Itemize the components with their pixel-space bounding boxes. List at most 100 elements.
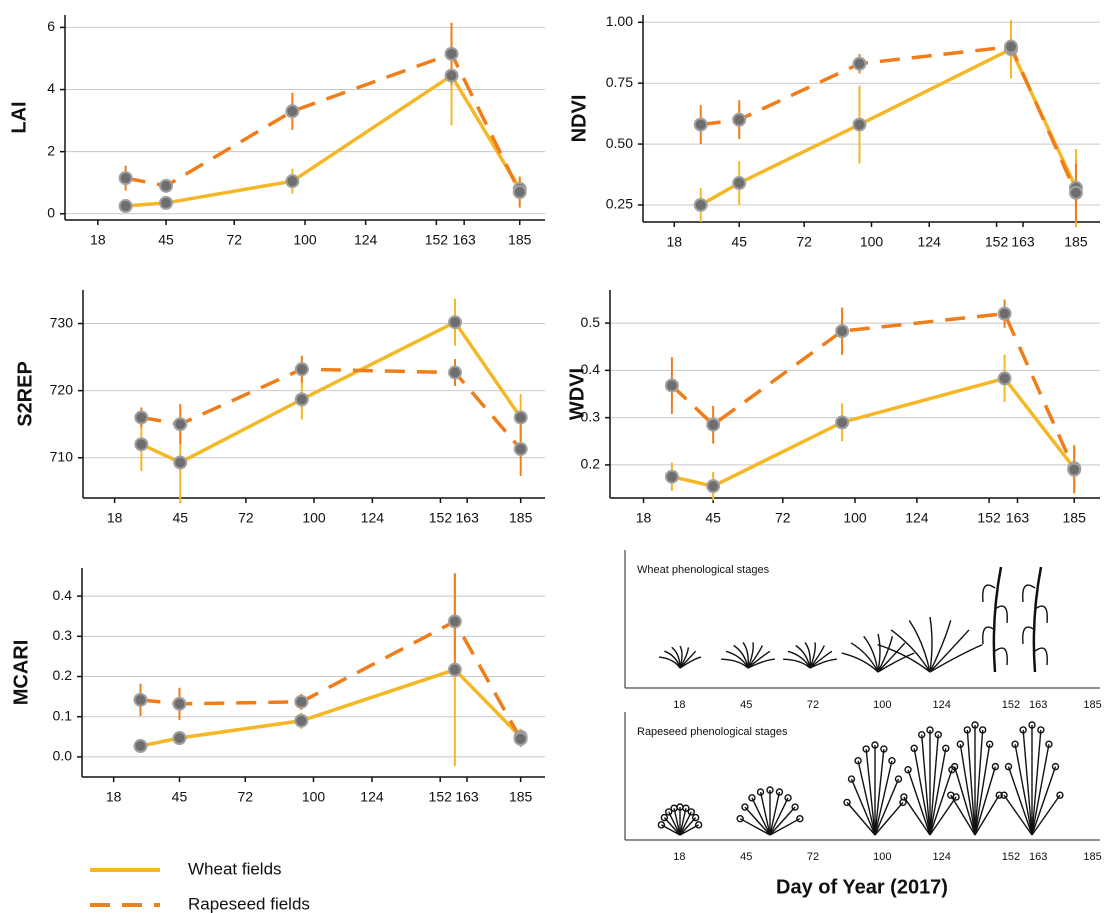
branch [1007,766,1033,836]
x-tick-label: 18 [636,510,652,526]
flower [1000,791,1008,799]
branch [929,769,953,836]
branch [929,748,947,836]
data-point [693,117,708,132]
data-point [134,410,149,425]
flower [978,726,987,734]
data-point [1004,39,1019,54]
y-tick-label: 710 [50,448,74,464]
flower [756,788,765,796]
data-point [172,696,187,711]
leaf [890,629,931,673]
flower [995,791,1003,799]
data-point [513,442,528,457]
x-tick-label: 185 [1083,699,1101,711]
leaf [809,658,837,669]
data-point [664,469,679,484]
data-point [997,371,1012,386]
branch [929,796,957,836]
series-line [140,667,522,748]
y-axis-title: NDVI [568,95,590,143]
data-point [444,68,459,83]
flower [791,803,799,811]
flower [956,740,965,748]
branch [1031,794,1061,836]
x-tick-label: 163 [452,232,476,248]
leaf [994,647,1008,666]
x-tick-label: 18 [107,510,123,526]
flower [687,808,695,816]
y-tick-label: 4 [47,80,55,96]
flower [888,757,896,765]
flower [926,726,934,734]
x-tick-label: 163 [1006,510,1030,526]
panel-title: Wheat phenological stages [637,564,770,576]
leaf [1022,584,1036,603]
flower [894,775,903,783]
leaf [1022,626,1036,645]
leaf [877,652,915,673]
y-tick-label: 0.4 [53,587,73,603]
x-tick-label: 152 [1002,699,1020,711]
data-point [159,195,174,210]
data-point [664,378,679,393]
data-point [732,112,747,127]
branch [769,818,801,836]
branch [751,797,771,836]
y-tick-label: 0 [47,204,55,220]
branch [903,796,931,836]
branch [744,806,771,836]
leaf [877,643,931,673]
data-point [294,392,309,407]
leaf [877,642,906,673]
x-tick-label: 100 [873,851,891,863]
leaf [747,658,775,669]
leaf [783,658,811,669]
leaf [982,626,996,645]
branch [1031,766,1057,836]
x-tick-label: 152 [1002,851,1020,863]
branch [907,769,931,836]
leaf [747,645,763,669]
leaf [809,642,816,669]
x-tick-label: 152 [977,510,1001,526]
x-tick-label: 72 [775,510,791,526]
y-tick-label: 0.50 [606,135,633,151]
x-tick-label: 163 [456,510,480,526]
x-tick-label: 18 [673,851,685,863]
flower [963,726,972,734]
data-point [852,56,867,71]
x-tick-label: 163 [455,789,479,805]
x-tick-label: 72 [226,232,242,248]
flower [904,766,912,774]
branch [865,748,876,836]
flower [657,821,666,829]
y-tick-label: 0.2 [581,456,601,472]
flower [854,757,862,765]
x-tick-label: 72 [238,510,254,526]
flower [1037,726,1045,734]
leaf [994,605,1008,624]
flower [748,794,756,802]
flower [691,813,700,822]
x-tick-label: 100 [873,699,891,711]
legend-label: Wheat fields [188,859,282,878]
series-line [125,73,522,208]
x-tick-label: 45 [705,510,721,526]
y-tick-label: 0.1 [53,707,73,723]
series-line [125,51,522,193]
leaf [809,645,825,669]
x-tick-label: 124 [354,232,378,248]
branch [1031,744,1050,836]
y-tick-label: 0.25 [606,196,633,212]
flower [950,762,959,771]
x-tick-label: 45 [740,699,752,711]
data-point [133,739,148,754]
data-point [294,713,309,728]
flower [1004,762,1013,771]
series-line [699,46,1078,207]
flower [880,745,888,753]
x-tick-label: 185 [1063,510,1087,526]
flower [843,798,851,807]
data-point [852,117,867,132]
